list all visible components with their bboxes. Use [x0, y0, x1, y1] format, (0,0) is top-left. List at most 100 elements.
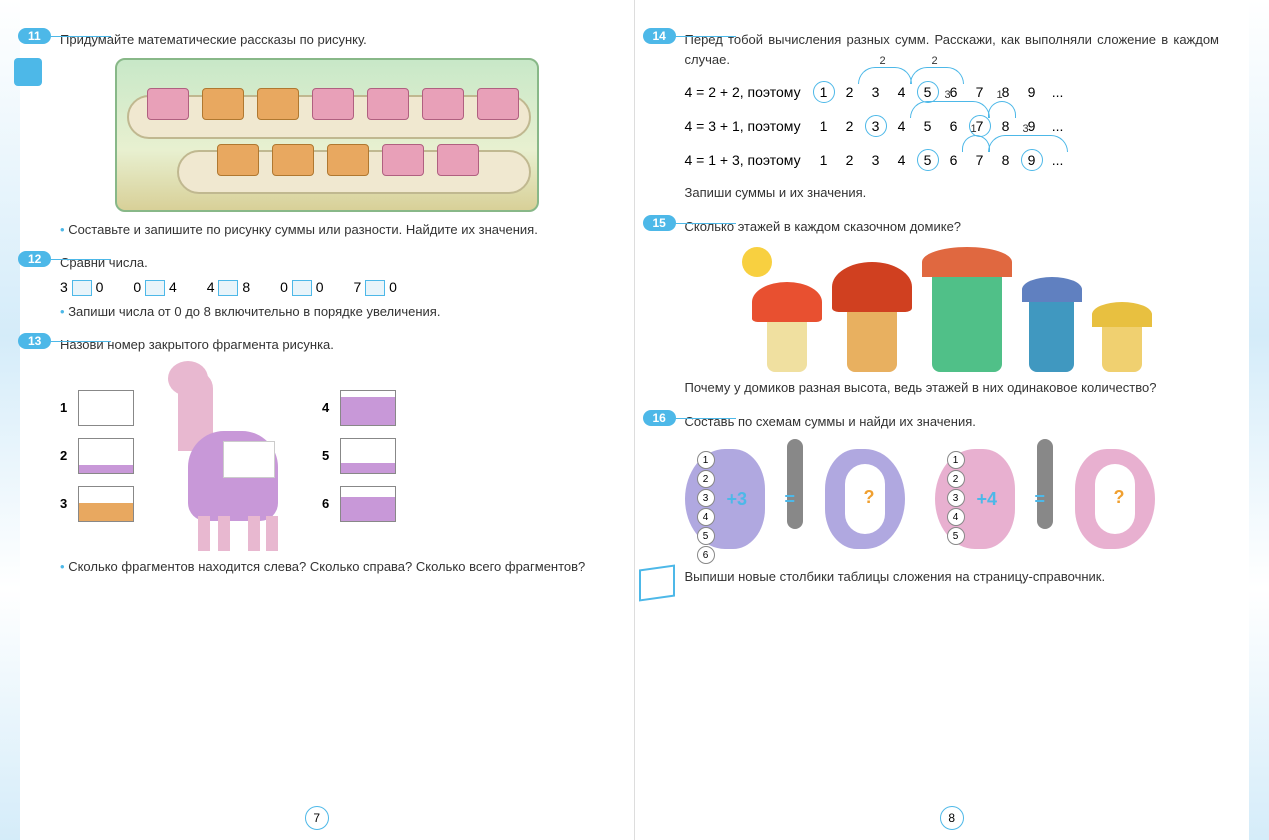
- circled-number: 5: [917, 149, 939, 171]
- number: 3: [863, 152, 889, 168]
- fragment-number: 6: [322, 496, 334, 511]
- number: 3: [863, 84, 889, 100]
- equation: 4 = 1 + 3, поэтому: [685, 152, 801, 168]
- fragment-item: 2: [60, 438, 134, 474]
- hidden-fragment: [223, 441, 275, 478]
- wagon: [272, 144, 314, 176]
- circled-number: 1: [813, 81, 835, 103]
- task-number-badge: 16: [643, 410, 676, 426]
- wagon: [367, 88, 409, 120]
- number: 8: [993, 118, 1019, 134]
- input-number: 4: [697, 508, 715, 526]
- input-number: 3: [697, 489, 715, 507]
- wagon: [382, 144, 424, 176]
- number: 6: [941, 118, 967, 134]
- arc-label: 2: [932, 55, 938, 67]
- arc: [910, 101, 990, 118]
- roof: [1092, 302, 1152, 327]
- number: 2: [837, 84, 863, 100]
- fragment-box: [78, 486, 134, 522]
- number-lines: 4 = 2 + 2, поэтому123456789...224 = 3 + …: [685, 81, 1220, 171]
- llama-leg: [218, 516, 230, 551]
- equals: =: [1035, 489, 1046, 510]
- input-number: 3: [947, 489, 965, 507]
- task-number-badge: 13: [18, 333, 51, 349]
- task-16: 1 6 Составь по схемам суммы и найди их зн…: [685, 412, 1220, 587]
- page-number: 7: [305, 806, 329, 830]
- houses-illustration: [742, 242, 1162, 372]
- subtext: Выпиши новые столбики таблицы сложения н…: [685, 569, 1106, 584]
- fragment-number: 3: [60, 496, 72, 511]
- number: 2: [837, 152, 863, 168]
- pair-work-icon: [14, 58, 42, 86]
- fragment-item: 4: [322, 390, 396, 426]
- task-text: Составь по схемам суммы и найди их значе…: [685, 412, 1220, 432]
- question-mark: ?: [1114, 487, 1125, 508]
- task-14: 1 4 Перед тобой вычисления разных сумм. Р…: [685, 30, 1220, 203]
- wagon: [437, 144, 479, 176]
- butterfly-scheme: 12345+4=?: [935, 439, 1155, 559]
- task-text: Придумайте математические рассказы по ри…: [60, 30, 594, 50]
- input-number: 4: [947, 508, 965, 526]
- number: 4: [889, 84, 915, 100]
- compare-row: 3 00 44 80 07 0: [60, 279, 594, 296]
- task-subtext: Почему у домиков разная высота, ведь эта…: [685, 378, 1220, 398]
- input-number: 1: [947, 451, 965, 469]
- page-7: 11 Придумайте математические рассказы по…: [0, 0, 635, 840]
- house-body: [932, 277, 1002, 372]
- equation: 4 = 2 + 2, поэтому: [685, 84, 801, 100]
- fragment-number: 1: [60, 400, 72, 415]
- llama-leg: [266, 516, 278, 551]
- locomotive: [147, 88, 189, 120]
- fragment-fill: [341, 463, 395, 473]
- fragment-number: 2: [60, 448, 72, 463]
- task-number-badge: 12: [18, 251, 51, 267]
- llama-illustration: 1 2 3 4 5 6: [60, 361, 594, 551]
- task-text: Перед тобой вычисления разных сумм. Расс…: [685, 30, 1220, 69]
- roof: [752, 282, 822, 322]
- roof: [832, 262, 912, 312]
- number: 8: [993, 152, 1019, 168]
- llama-leg: [198, 516, 210, 551]
- sun-icon: [742, 247, 772, 277]
- task-text: Сравни числа.: [60, 253, 594, 273]
- task-subtext: • Запиши числа от 0 до 8 включительно в …: [60, 302, 594, 322]
- task-subtext: • Сколько фрагментов находится слева? Ск…: [60, 557, 594, 577]
- equation: 4 = 3 + 1, поэтому: [685, 118, 801, 134]
- house-body: [767, 322, 807, 372]
- number: 4: [889, 152, 915, 168]
- fragment-box: [340, 486, 396, 522]
- fragment-fill: [79, 503, 133, 521]
- blue-house: [1022, 277, 1082, 372]
- number: 7: [967, 152, 993, 168]
- compare-box: [365, 280, 385, 296]
- fragment-box: [78, 390, 134, 426]
- circled-number: 3: [865, 115, 887, 137]
- fragments-right: 4 5 6: [322, 390, 396, 522]
- number: 1: [811, 118, 837, 134]
- compare-box: [72, 280, 92, 296]
- wagon: [202, 88, 244, 120]
- notebook-icon: [639, 564, 675, 601]
- butterfly-scheme: 123456+3=?: [685, 439, 905, 559]
- butterflies-row: 123456+3=?12345+4=?: [685, 439, 1220, 559]
- compare-pair: 7 0: [354, 279, 397, 296]
- number-line: 4 = 1 + 3, поэтому123456789...13: [685, 149, 1220, 171]
- input-number: 5: [697, 527, 715, 545]
- ellipsis: ...: [1045, 84, 1071, 100]
- task-subtext: Запиши суммы и их значения.: [685, 183, 1220, 203]
- fragment-number: 5: [322, 448, 334, 463]
- input-numbers: 12345: [947, 451, 965, 545]
- butterfly-body: [787, 439, 803, 529]
- task-subtext: Выпиши новые столбики таблицы сложения н…: [685, 567, 1220, 587]
- task-number-badge: 14: [643, 28, 676, 44]
- compare-pair: 0 4: [133, 279, 176, 296]
- input-number: 6: [697, 546, 715, 564]
- task-12: 12 Сравни числа. 3 00 44 80 07 0 • Запиш…: [60, 253, 594, 321]
- compare-pair: 4 8: [207, 279, 250, 296]
- number-line: 4 = 2 + 2, поэтому123456789...22: [685, 81, 1220, 103]
- wagon: [422, 88, 464, 120]
- fragment-item: 3: [60, 486, 134, 522]
- yellow-house: [1092, 302, 1152, 372]
- house-body: [1029, 302, 1074, 372]
